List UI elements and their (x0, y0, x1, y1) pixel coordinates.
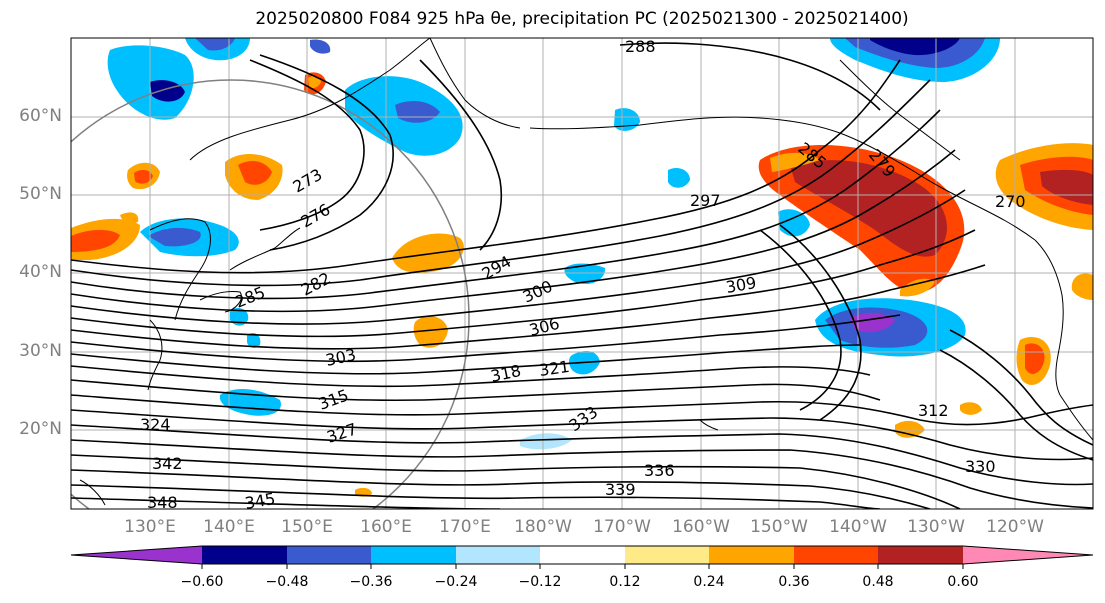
lon-label: 120°W (986, 517, 1044, 537)
colorbar-tick-label: 0.12 (609, 574, 641, 590)
contour-label: 348 (147, 493, 178, 512)
colorbar-segment (456, 546, 540, 564)
colorbar-tick-label: 0.24 (693, 574, 725, 590)
lon-label: 160°E (360, 517, 412, 537)
contour-label: 297 (690, 191, 721, 210)
lon-label: 140°W (829, 517, 887, 537)
contour-label: 330 (965, 457, 996, 476)
colorbar-segment (878, 546, 963, 564)
colorbar-tick-label: −0.60 (180, 574, 224, 590)
lon-label: 170°W (593, 517, 651, 537)
colorbar-segment (202, 546, 287, 564)
colorbar-segment (709, 546, 794, 564)
contour-label: 339 (605, 480, 636, 499)
contour-label: 324 (140, 415, 171, 434)
contour-label: 270 (995, 192, 1026, 211)
colorbar-segment (287, 546, 371, 564)
colorbar-segment (71, 546, 202, 564)
theta-e-contours (71, 42, 1093, 509)
lon-label: 150°E (281, 517, 333, 537)
plot-frame (70, 37, 1094, 510)
colorbar-tick-label: −0.48 (265, 574, 309, 590)
colorbar-tick-label: −0.36 (349, 574, 393, 590)
graticule (71, 38, 1093, 509)
colorbar-segment (371, 546, 456, 564)
lon-label: 180°W (514, 517, 572, 537)
lat-label: 40°N (19, 262, 62, 282)
contour-label: 312 (918, 401, 949, 420)
map-title: 2025020800 F084 925 hPa θe, precipitatio… (255, 9, 909, 29)
contour-label: 321 (538, 357, 571, 380)
lon-label: 130°W (907, 517, 965, 537)
contour-label: 342 (152, 454, 183, 473)
range-circle (71, 79, 470, 509)
colorbar-segment (540, 546, 625, 564)
lat-label: 20°N (19, 419, 62, 439)
colorbar-tick-label: 0.48 (862, 574, 894, 590)
lon-label: 150°W (750, 517, 808, 537)
coastlines (79, 38, 1093, 506)
map-plot (71, 38, 1093, 509)
colorbar (70, 545, 1094, 569)
colorbar-tick-label: −0.24 (434, 574, 478, 590)
lon-label: 140°E (203, 517, 255, 537)
colorbar-tick-label: −0.12 (518, 574, 562, 590)
lon-label: 130°E (124, 517, 176, 537)
contour-label: 288 (625, 37, 656, 56)
colorbar-segment (625, 546, 709, 564)
colorbar-segment (963, 546, 1093, 564)
contour-label: 336 (644, 461, 675, 480)
colorbar-tick-label: 0.36 (778, 574, 810, 590)
lat-label: 60°N (19, 106, 62, 126)
lon-label: 160°W (672, 517, 730, 537)
lon-label: 170°E (439, 517, 491, 537)
lat-label: 30°N (19, 341, 62, 361)
colorbar-segment (794, 546, 878, 564)
lat-label: 50°N (19, 184, 62, 204)
colorbar-tick-label: 0.60 (947, 574, 979, 590)
